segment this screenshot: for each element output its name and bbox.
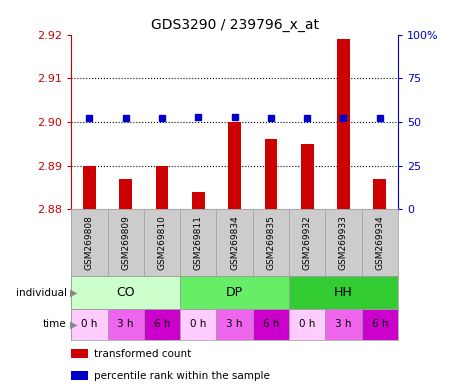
Bar <box>71 349 88 358</box>
Bar <box>107 309 144 340</box>
Text: 0 h: 0 h <box>298 319 315 329</box>
Bar <box>264 139 277 209</box>
Text: GSM269808: GSM269808 <box>85 215 94 270</box>
Text: GSM269834: GSM269834 <box>230 215 239 270</box>
Text: time: time <box>43 319 67 329</box>
Text: GSM269809: GSM269809 <box>121 215 130 270</box>
Bar <box>325 309 361 340</box>
Title: GDS3290 / 239796_x_at: GDS3290 / 239796_x_at <box>150 18 318 32</box>
Bar <box>288 276 397 309</box>
Bar <box>83 166 95 209</box>
Text: 3 h: 3 h <box>117 319 134 329</box>
Text: 3 h: 3 h <box>226 319 242 329</box>
Text: 6 h: 6 h <box>371 319 387 329</box>
Bar <box>191 192 204 209</box>
Text: GSM269811: GSM269811 <box>193 215 202 270</box>
Text: 3 h: 3 h <box>335 319 351 329</box>
Text: GSM269835: GSM269835 <box>266 215 275 270</box>
Bar <box>252 309 288 340</box>
Text: ▶: ▶ <box>70 288 78 298</box>
Text: GSM269933: GSM269933 <box>338 215 347 270</box>
Text: 0 h: 0 h <box>81 319 97 329</box>
Bar <box>336 39 349 209</box>
Bar <box>71 309 107 340</box>
Text: CO: CO <box>116 286 135 299</box>
Bar <box>361 309 397 340</box>
Bar <box>228 122 241 209</box>
Text: 0 h: 0 h <box>190 319 206 329</box>
Bar <box>155 166 168 209</box>
Text: percentile rank within the sample: percentile rank within the sample <box>94 371 269 381</box>
Bar <box>288 309 325 340</box>
Bar <box>373 179 385 209</box>
Bar <box>180 309 216 340</box>
Text: HH: HH <box>333 286 352 299</box>
Bar <box>71 276 180 309</box>
Text: individual: individual <box>16 288 67 298</box>
Text: GSM269932: GSM269932 <box>302 215 311 270</box>
Bar <box>71 371 88 381</box>
Text: DP: DP <box>225 286 243 299</box>
Bar <box>180 276 288 309</box>
Text: 6 h: 6 h <box>262 319 279 329</box>
Text: ▶: ▶ <box>70 319 78 329</box>
Bar <box>144 309 180 340</box>
Text: 6 h: 6 h <box>153 319 170 329</box>
Bar <box>216 309 252 340</box>
Bar <box>300 144 313 209</box>
Bar <box>119 179 132 209</box>
Text: GSM269934: GSM269934 <box>375 215 383 270</box>
Text: GSM269810: GSM269810 <box>157 215 166 270</box>
Text: transformed count: transformed count <box>94 349 191 359</box>
